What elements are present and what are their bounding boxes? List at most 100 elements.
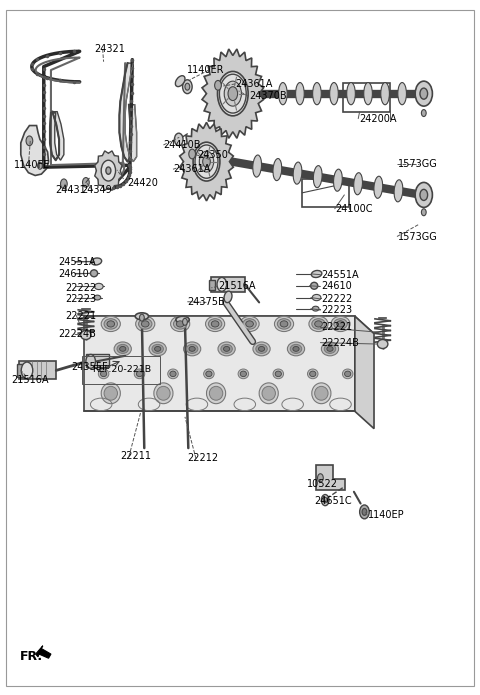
Ellipse shape <box>170 316 190 332</box>
Ellipse shape <box>221 345 232 353</box>
Circle shape <box>322 495 329 506</box>
Ellipse shape <box>330 83 338 105</box>
Ellipse shape <box>170 371 176 377</box>
Text: 24431: 24431 <box>56 185 86 195</box>
Circle shape <box>60 179 67 188</box>
Ellipse shape <box>139 319 152 329</box>
Polygon shape <box>95 151 122 190</box>
Text: 21516A: 21516A <box>11 375 49 385</box>
Polygon shape <box>202 49 264 138</box>
Circle shape <box>193 142 220 181</box>
Bar <box>209 279 215 290</box>
Polygon shape <box>21 126 48 175</box>
Circle shape <box>420 189 428 200</box>
Text: FR.: FR. <box>20 650 43 662</box>
Ellipse shape <box>278 83 287 105</box>
Text: 24370B: 24370B <box>250 92 287 101</box>
Ellipse shape <box>312 295 321 301</box>
Ellipse shape <box>322 342 338 356</box>
Text: 24420: 24420 <box>128 178 158 188</box>
Ellipse shape <box>331 316 350 332</box>
Bar <box>19 361 56 379</box>
Circle shape <box>199 152 214 172</box>
Circle shape <box>318 474 323 482</box>
Bar <box>302 179 349 206</box>
Ellipse shape <box>280 321 288 327</box>
Circle shape <box>421 110 426 117</box>
Text: 22212: 22212 <box>187 453 218 464</box>
Polygon shape <box>316 466 345 490</box>
Ellipse shape <box>168 369 178 379</box>
Ellipse shape <box>238 369 249 379</box>
Ellipse shape <box>275 316 294 332</box>
Text: 1140ER: 1140ER <box>187 65 225 75</box>
Ellipse shape <box>218 342 235 356</box>
Ellipse shape <box>259 383 278 404</box>
Text: 24551A: 24551A <box>58 257 96 267</box>
Ellipse shape <box>312 270 322 277</box>
Ellipse shape <box>293 162 302 184</box>
Polygon shape <box>84 316 374 334</box>
Ellipse shape <box>152 345 163 353</box>
Polygon shape <box>355 316 374 429</box>
Ellipse shape <box>324 345 336 353</box>
Text: 1140FE: 1140FE <box>14 160 50 170</box>
Circle shape <box>189 149 195 159</box>
Circle shape <box>195 145 218 178</box>
Ellipse shape <box>173 319 187 329</box>
Ellipse shape <box>364 83 372 105</box>
Circle shape <box>203 156 210 167</box>
Ellipse shape <box>205 316 225 332</box>
Text: 22223: 22223 <box>322 305 352 315</box>
Ellipse shape <box>90 270 97 277</box>
Text: 10522: 10522 <box>307 479 338 489</box>
Ellipse shape <box>104 319 118 329</box>
Text: 24200A: 24200A <box>360 113 397 124</box>
Ellipse shape <box>176 321 184 327</box>
Bar <box>343 83 390 112</box>
Circle shape <box>217 72 248 116</box>
Ellipse shape <box>224 347 230 351</box>
Ellipse shape <box>262 386 276 400</box>
Polygon shape <box>36 646 51 658</box>
Ellipse shape <box>246 321 253 327</box>
Ellipse shape <box>208 319 222 329</box>
Ellipse shape <box>293 347 299 351</box>
Circle shape <box>415 182 432 207</box>
Ellipse shape <box>256 345 267 353</box>
Circle shape <box>215 81 221 90</box>
Circle shape <box>182 318 187 325</box>
Text: 22221: 22221 <box>322 322 352 332</box>
Ellipse shape <box>142 321 149 327</box>
Circle shape <box>96 154 120 188</box>
Ellipse shape <box>312 383 331 404</box>
Ellipse shape <box>186 345 198 353</box>
Text: 24651C: 24651C <box>314 496 352 507</box>
Bar <box>211 277 245 292</box>
Ellipse shape <box>312 83 321 105</box>
Circle shape <box>185 83 190 90</box>
Circle shape <box>202 155 211 168</box>
Polygon shape <box>84 316 355 411</box>
Ellipse shape <box>135 313 149 320</box>
Ellipse shape <box>189 347 195 351</box>
Text: 22222: 22222 <box>65 283 96 293</box>
Ellipse shape <box>176 316 189 323</box>
Ellipse shape <box>354 172 362 195</box>
Text: 22221: 22221 <box>65 311 96 320</box>
Ellipse shape <box>308 369 318 379</box>
Bar <box>86 354 109 367</box>
Ellipse shape <box>136 371 143 377</box>
Ellipse shape <box>312 306 319 311</box>
Circle shape <box>420 88 428 99</box>
Ellipse shape <box>377 340 388 348</box>
Circle shape <box>360 505 369 519</box>
Ellipse shape <box>175 76 185 87</box>
Ellipse shape <box>273 369 284 379</box>
Ellipse shape <box>347 83 355 105</box>
Ellipse shape <box>120 347 126 351</box>
Ellipse shape <box>104 386 118 400</box>
Ellipse shape <box>157 386 170 400</box>
Ellipse shape <box>149 342 166 356</box>
Ellipse shape <box>94 295 101 300</box>
